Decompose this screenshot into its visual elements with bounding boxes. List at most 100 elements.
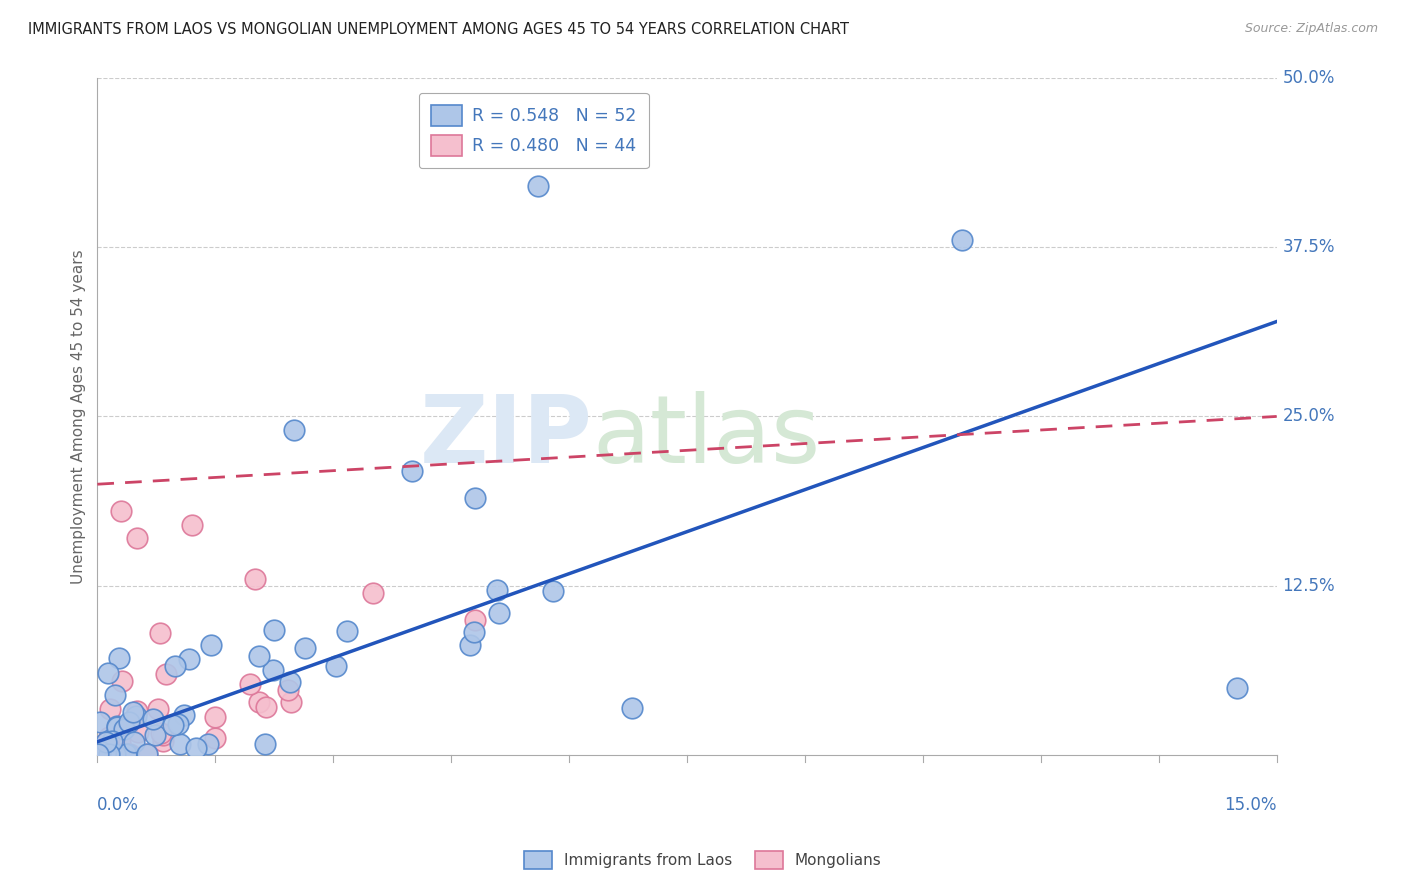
Point [165,659,187,673]
Text: IMMIGRANTS FROM LAOS VS MONGOLIAN UNEMPLOYMENT AMONG AGES 45 TO 54 YEARS CORRELA: IMMIGRANTS FROM LAOS VS MONGOLIAN UNEMPL… [28,22,849,37]
Point [125,708,148,723]
Point [143,728,166,742]
Point [97,666,120,681]
Point [173,708,195,723]
Text: ZIP: ZIP [420,391,593,483]
Point [256,700,278,714]
Point [100,747,122,761]
Point [155,666,177,681]
Point [247,648,270,663]
Point [458,638,481,652]
Point [90,739,112,753]
Legend: Immigrants from Laos, Mongolians: Immigrants from Laos, Mongolians [519,845,887,875]
Point [107,651,129,665]
Point [620,701,643,715]
Point [136,747,159,761]
Point [180,517,202,532]
Point [464,491,486,505]
Point [93,747,115,761]
Point [253,737,276,751]
Point [486,582,509,597]
Point [107,747,129,761]
Y-axis label: Unemployment Among Ages 45 to 54 years: Unemployment Among Ages 45 to 54 years [72,249,86,583]
Point [280,695,302,709]
Point [87,747,110,761]
Point [283,423,305,437]
Point [247,696,270,710]
Point [125,704,148,718]
Point [122,706,145,720]
Point [336,624,359,638]
Point [125,532,148,546]
Point [179,652,201,666]
Text: atlas: atlas [593,391,821,483]
Point [108,737,131,751]
Point [150,726,173,740]
Point [98,747,121,761]
Point [142,712,165,726]
Point [100,702,122,716]
Point [103,747,125,761]
Point [104,747,127,761]
Point [152,733,174,747]
Point [107,731,129,745]
Point [146,702,169,716]
Point [325,659,347,673]
Point [97,747,120,761]
Point [108,742,131,756]
Point [105,719,128,733]
Point [105,720,128,734]
Point [488,607,510,621]
Point [262,663,284,677]
Point [294,640,316,655]
Text: Source: ZipAtlas.com: Source: ZipAtlas.com [1244,22,1378,36]
Point [118,747,141,761]
Point [1226,681,1249,695]
Point [86,747,108,761]
Point [86,747,108,761]
Point [117,747,139,761]
Point [162,718,184,732]
Point [401,464,423,478]
Point [114,747,136,761]
Point [361,585,384,599]
Point [166,717,188,731]
Point [94,735,117,749]
Point [118,715,141,730]
Point [89,744,111,758]
Point [135,747,157,761]
Point [263,623,285,637]
Point [93,747,115,761]
Point [104,688,127,702]
Point [204,709,226,723]
Point [97,730,120,744]
Point [950,233,973,247]
Text: 15.0%: 15.0% [1225,796,1277,814]
Point [110,504,132,518]
Point [543,584,565,599]
Point [277,682,299,697]
Point [200,638,222,652]
Point [111,674,134,689]
Point [526,178,548,193]
Point [239,676,262,690]
Text: 37.5%: 37.5% [1282,238,1336,256]
Point [112,722,135,736]
Point [98,741,121,756]
Legend: R = 0.548   N = 52, R = 0.480   N = 44: R = 0.548 N = 52, R = 0.480 N = 44 [419,93,650,169]
Point [117,747,139,761]
Point [108,735,131,749]
Point [117,719,139,733]
Point [169,737,191,751]
Point [204,731,226,745]
Point [243,572,266,586]
Point [152,728,174,742]
Point [149,626,172,640]
Point [101,734,124,748]
Point [89,747,111,761]
Point [122,734,145,748]
Text: 12.5%: 12.5% [1282,577,1336,595]
Point [87,747,110,761]
Point [89,714,111,729]
Text: 25.0%: 25.0% [1282,408,1336,425]
